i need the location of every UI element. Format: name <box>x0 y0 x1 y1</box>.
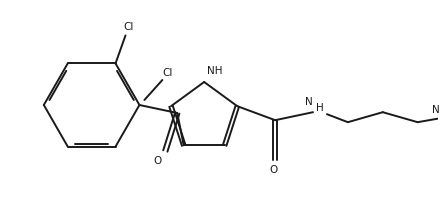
Text: N: N <box>432 105 440 115</box>
Text: O: O <box>153 156 161 166</box>
Text: N: N <box>305 97 313 107</box>
Text: NH: NH <box>207 66 223 76</box>
Text: Cl: Cl <box>124 22 134 32</box>
Text: H: H <box>316 103 324 113</box>
Text: O: O <box>269 165 277 175</box>
Text: Cl: Cl <box>162 68 173 78</box>
